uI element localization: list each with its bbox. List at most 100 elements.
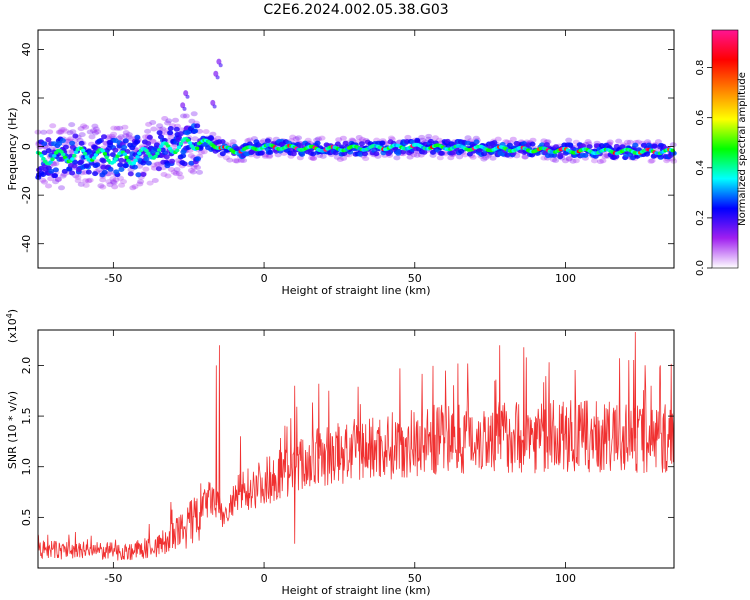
- spectral-blob: [101, 169, 108, 175]
- colorbar-gradient: [711, 29, 739, 269]
- spectral-blob: [117, 134, 125, 140]
- spectral-blob: [122, 133, 130, 139]
- spectral-blob: [613, 154, 620, 159]
- spectral-blob: [632, 142, 639, 148]
- spectral-blob: [173, 167, 181, 173]
- spectral-blob: [66, 149, 74, 155]
- spectral-blob: [77, 181, 85, 187]
- spectral-blob: [473, 139, 480, 145]
- spectral-blob: [78, 132, 86, 138]
- spectral-blob: [54, 177, 62, 183]
- spectral-blob: [62, 128, 70, 134]
- spectral-blob: [216, 58, 222, 65]
- spectral-blob: [91, 156, 97, 160]
- spectral-blob: [39, 177, 47, 183]
- spectral-blob: [71, 159, 78, 165]
- spectral-blob: [222, 155, 230, 161]
- spectral-blob: [71, 163, 78, 169]
- spectral-blob: [295, 135, 302, 141]
- spectral-blob: [521, 154, 529, 160]
- spectral-blob: [80, 123, 88, 129]
- spectral-blob: [150, 126, 158, 132]
- spectral-blob: [219, 139, 226, 145]
- snr-y-label: SNR (10 * v/v): [6, 391, 19, 469]
- spectral-blob: [62, 144, 69, 150]
- spectral-blob: [109, 152, 116, 158]
- x-tick-label: -50: [104, 272, 122, 285]
- spectral-cloud: [34, 58, 678, 191]
- colorbar: 0.0 0.2 0.4 0.6 0.8 Normalized spectral ampl…: [695, 29, 748, 276]
- spectral-blob: [310, 155, 318, 161]
- spectral-blob: [167, 126, 174, 131]
- spectral-blob: [175, 148, 180, 153]
- y-tick-label: 1.5: [20, 407, 33, 425]
- spectral-blob: [202, 129, 210, 135]
- spectral-blob: [218, 63, 223, 68]
- snr-y-ticks: 0.5 1.0 1.5 2.0: [20, 357, 674, 526]
- spectral-blob: [131, 184, 139, 190]
- spectral-blob: [177, 131, 184, 137]
- spectral-blob: [197, 145, 204, 151]
- colorbar-tick-label: 0.8: [695, 60, 706, 76]
- spectral-blob: [237, 157, 245, 163]
- spectral-blob: [427, 138, 434, 144]
- figure-title: C2E6.2024.002.05.38.G03: [263, 2, 448, 18]
- spectral-blob: [290, 151, 297, 157]
- spectral-blob: [178, 141, 184, 146]
- spectral-blob: [456, 154, 464, 160]
- spectrogram-frame: [37, 29, 675, 269]
- spectral-blob: [144, 148, 149, 153]
- spectral-blob: [195, 156, 201, 162]
- spectral-blob: [195, 146, 200, 151]
- spectral-blob: [85, 169, 92, 175]
- snr-multiplier: (x104): [5, 309, 19, 343]
- spectral-blob: [181, 161, 188, 167]
- spectral-blob: [100, 158, 107, 164]
- spectral-blob: [164, 120, 172, 126]
- spectral-blob: [358, 136, 366, 142]
- spectral-blob: [183, 90, 189, 97]
- spectral-blob: [464, 135, 472, 141]
- spectral-blob: [160, 172, 168, 177]
- spectral-blob: [110, 180, 118, 186]
- spectral-blob: [654, 139, 662, 145]
- spectral-blob: [140, 172, 147, 177]
- spectral-blob: [77, 126, 85, 132]
- spectral-blob: [105, 134, 113, 140]
- spectral-blob: [551, 152, 558, 158]
- spectral-blob: [113, 125, 121, 131]
- spectral-blob: [648, 158, 656, 164]
- spectral-blob: [489, 155, 497, 161]
- colorbar-label: Normalized spectral amplitude: [737, 72, 748, 226]
- spectral-blob: [149, 120, 157, 125]
- spectral-blob: [172, 171, 180, 177]
- spectral-blob: [167, 130, 174, 136]
- x-tick-label: 50: [408, 272, 422, 285]
- spectral-blob: [52, 161, 60, 167]
- spectral-blob: [156, 130, 163, 136]
- spectral-blob: [194, 123, 201, 129]
- y-tick-label: 20: [20, 91, 33, 105]
- spectral-blob: [572, 158, 580, 164]
- spectral-blob: [52, 154, 57, 158]
- y-tick-label: 0.5: [20, 509, 33, 527]
- spectral-blob: [175, 137, 182, 142]
- spectral-blob: [509, 136, 517, 142]
- spectral-blob: [118, 157, 125, 163]
- spectral-blob: [565, 155, 573, 161]
- spectral-blob: [122, 163, 129, 169]
- spectral-blob: [112, 177, 120, 183]
- spectral-blob: [111, 184, 119, 190]
- spectral-blob: [663, 158, 671, 164]
- spectral-blob: [88, 134, 96, 140]
- spectral-blob: [233, 158, 241, 164]
- spectral-blob: [339, 135, 347, 141]
- spectral-blob: [657, 154, 664, 160]
- spectral-blob: [155, 166, 162, 172]
- spectral-blob: [57, 129, 65, 135]
- spectral-blob: [615, 138, 623, 144]
- spectral-blob: [309, 156, 317, 161]
- spectral-blob: [521, 154, 529, 160]
- spectral-blob: [190, 165, 198, 170]
- spectral-blob: [61, 152, 66, 157]
